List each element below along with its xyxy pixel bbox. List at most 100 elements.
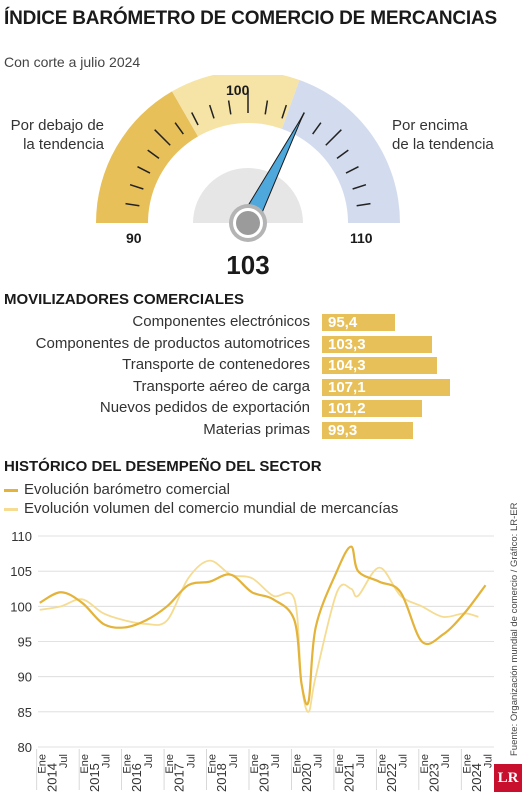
- x-tick-label: Ene: [79, 754, 91, 774]
- year-label: 2023: [426, 763, 441, 792]
- x-tick-label: Ene: [122, 754, 134, 774]
- gauge-tick: [281, 104, 288, 119]
- legend-label-barometer: Evolución barómetro comercial: [24, 481, 230, 498]
- gauge-tick: [352, 183, 367, 190]
- gauge-tick: [336, 149, 349, 159]
- gauge-tick: [154, 129, 171, 146]
- year-label: 2019: [257, 763, 272, 792]
- mover-label: Componentes de productos automotrices: [35, 334, 310, 352]
- legend-swatch-volume: [4, 507, 18, 511]
- gauge-tick: [137, 166, 151, 174]
- x-tick-label: Jul: [483, 754, 495, 768]
- mover-value: 99,3: [328, 422, 358, 439]
- year-label: 2016: [129, 763, 144, 792]
- x-tick-label: Jul: [355, 754, 367, 768]
- series-line-barometer: [39, 545, 487, 706]
- x-tick-label: Jul: [398, 754, 410, 768]
- page-title: ÍNDICE BARÓMETRO DE COMERCIO DE MERCANCI…: [4, 8, 498, 29]
- gauge-above-label: Por encima de la tendencia: [392, 116, 494, 154]
- gauge-above-line1: Por encima: [392, 117, 468, 134]
- x-tick-label: Jul: [143, 754, 155, 768]
- x-tick-label: Ene: [207, 754, 219, 774]
- history-title: HISTÓRICO DEL DESEMPEÑO DEL SECTOR: [4, 458, 322, 475]
- mover-bar: [322, 314, 395, 331]
- mover-bar: [322, 378, 451, 396]
- gauge-mid-label: 100: [226, 82, 250, 98]
- x-tick-label: Jul: [185, 754, 197, 768]
- gauge-below-line2: la tendencia: [23, 136, 104, 153]
- year-label: 2018: [214, 763, 229, 792]
- mover-label: Materias primas: [203, 421, 310, 438]
- x-tick-label: Ene: [164, 754, 176, 774]
- mover-label: Transporte de contenedores: [122, 356, 310, 374]
- gauge-tick: [345, 166, 359, 174]
- mover-value: 95,4: [328, 314, 358, 331]
- gauge-above-line2: de la tendencia: [392, 136, 494, 153]
- gauge-tick: [227, 100, 232, 115]
- mover-bar: [322, 422, 414, 439]
- mover-bar: [322, 335, 433, 353]
- gauge-tick: [129, 183, 144, 190]
- y-tick-label: 110: [11, 529, 32, 544]
- x-tick-label: Jul: [313, 754, 325, 768]
- year-label: 2020: [299, 763, 314, 792]
- x-tick-label: Ene: [419, 754, 431, 774]
- x-tick-label: Ene: [461, 754, 473, 774]
- x-tick-label: Jul: [440, 754, 452, 768]
- year-label: 2015: [87, 763, 102, 792]
- year-label: 2021: [342, 763, 357, 792]
- year-label: 2022: [384, 763, 399, 792]
- mover-label: Transporte aéreo de carga: [132, 377, 310, 395]
- gauge-hub-center: [236, 211, 260, 235]
- x-tick-label: Ene: [376, 754, 388, 774]
- x-tick-label: Ene: [249, 754, 261, 774]
- x-tick-label: Jul: [228, 754, 240, 768]
- gauge-tick: [191, 112, 199, 126]
- movers-title: MOVILIZADORES COMERCIALES: [4, 291, 245, 308]
- x-tick-label: Ene: [291, 754, 303, 774]
- year-label: 2024: [469, 763, 484, 792]
- gauge-tick: [208, 104, 215, 119]
- gauge-tick: [174, 122, 184, 135]
- gauge-tick: [264, 100, 269, 115]
- gauge-below-line1: Por debajo de: [10, 117, 104, 134]
- y-tick-label: 85: [18, 705, 32, 720]
- subtitle: Con corte a julio 2024: [4, 54, 141, 70]
- mover-value: 103,3: [328, 335, 366, 353]
- legend-label-volume: Evolución volumen del comercio mundial d…: [24, 500, 399, 517]
- gauge-tick: [356, 202, 371, 207]
- x-tick-label: Ene: [37, 754, 49, 774]
- mover-value: 104,3: [328, 357, 366, 375]
- mover-value: 107,1: [328, 378, 366, 396]
- mover-value: 101,2: [328, 400, 366, 418]
- x-tick-label: Jul: [58, 754, 70, 768]
- mover-bar: [322, 357, 437, 375]
- gauge-tick: [325, 129, 342, 146]
- lr-logo: LR: [494, 764, 522, 792]
- mover-bar: [322, 400, 423, 418]
- gauge-tick: [125, 202, 140, 207]
- y-tick-label: 80: [18, 740, 32, 755]
- year-label: 2017: [172, 763, 187, 792]
- mover-label: Componentes electrónicos: [132, 313, 310, 330]
- y-tick-label: 100: [10, 599, 32, 614]
- year-label: 2014: [44, 763, 59, 792]
- gauge: [96, 75, 400, 242]
- y-tick-label: 95: [18, 635, 32, 650]
- gauge-max-label: 110: [350, 230, 373, 246]
- x-tick-label: Ene: [334, 754, 346, 774]
- x-tick-label: Jul: [100, 754, 112, 768]
- gauge-tick: [147, 149, 160, 159]
- gauge-value: 103: [226, 250, 270, 280]
- legend-swatch-barometer: [4, 488, 18, 492]
- source-note: Fuente: Organización mundial de comercio…: [509, 502, 520, 756]
- legend-item-barometer: Evolución barómetro comercial: [4, 481, 230, 498]
- gauge-min-label: 90: [126, 230, 142, 246]
- gauge-tick: [312, 122, 322, 135]
- y-tick-label: 105: [10, 564, 32, 579]
- legend-item-volume: Evolución volumen del comercio mundial d…: [4, 500, 398, 517]
- x-tick-label: Jul: [270, 754, 282, 768]
- series-line-volume: [39, 559, 479, 713]
- y-tick-label: 90: [18, 670, 32, 685]
